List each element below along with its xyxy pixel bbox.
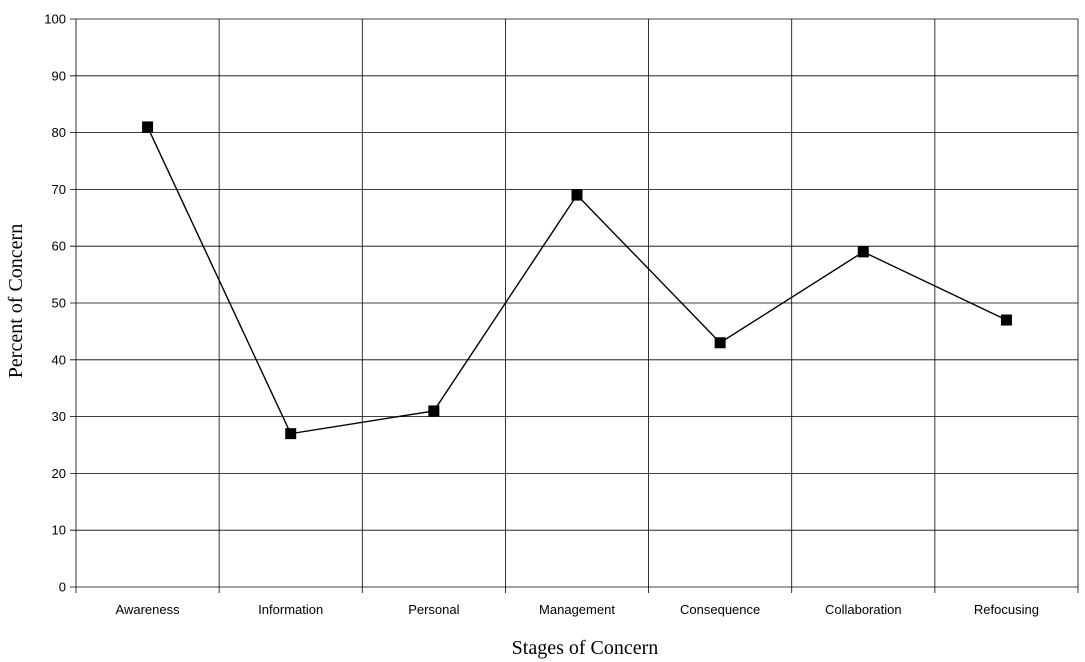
x-tick-label: Personal: [408, 602, 459, 617]
data-point-marker: [285, 428, 297, 440]
y-tick-label: 50: [52, 296, 66, 311]
data-point-marker: [1000, 314, 1012, 326]
x-axis-tick-labels: Awareness Information Personal Management Co…: [116, 602, 1039, 617]
y-axis-title: Percent of Concern: [5, 224, 27, 378]
y-tick-label: 10: [52, 523, 66, 538]
y-tick-label: 40: [52, 352, 66, 367]
gridlines: [70, 18, 1079, 593]
y-tick-label: 70: [52, 182, 66, 197]
y-tick-label: 100: [44, 12, 66, 27]
x-tick-label: Consequence: [680, 602, 760, 617]
series-line: [146, 126, 1007, 435]
data-point-marker: [571, 189, 583, 201]
data-point-marker: [142, 121, 154, 133]
y-tick-label: 60: [52, 239, 66, 254]
y-axis-tick-labels: 0 10 20 30 40 50 60 70 80 90 100: [44, 12, 66, 595]
data-point-marker: [857, 246, 869, 258]
x-tick-label: Information: [258, 602, 323, 617]
y-tick-label: 90: [52, 68, 66, 83]
x-tick-label: Awareness: [116, 602, 181, 617]
x-tick-label: Management: [539, 602, 615, 617]
y-tick-label: 30: [52, 409, 66, 424]
data-point-marker: [428, 405, 440, 417]
x-tick-label: Collaboration: [825, 602, 902, 617]
x-axis-title: Stages of Concern: [512, 637, 659, 659]
data-point-marker: [714, 337, 726, 349]
y-tick-label: 80: [52, 125, 66, 140]
y-tick-label: 20: [52, 466, 66, 481]
series-layer: [142, 121, 1012, 440]
x-tick-label: Refocusing: [974, 602, 1039, 617]
y-tick-label: 0: [59, 580, 66, 595]
